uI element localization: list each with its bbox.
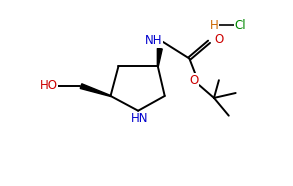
Text: O: O <box>190 74 199 87</box>
Polygon shape <box>80 84 111 96</box>
Text: HO: HO <box>40 79 57 92</box>
Text: O: O <box>214 33 223 46</box>
Text: H: H <box>209 19 218 32</box>
Text: NH: NH <box>145 34 163 47</box>
Polygon shape <box>157 48 162 66</box>
Text: Cl: Cl <box>235 19 246 32</box>
Text: HN: HN <box>131 112 149 125</box>
